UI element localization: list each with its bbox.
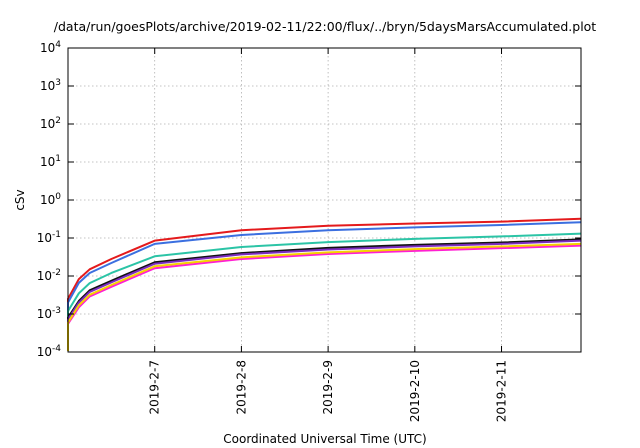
y-tick-label: 101 xyxy=(40,154,61,169)
y-tick-label: 10-4 xyxy=(37,344,62,359)
y-axis: 10-4 10-3 10-2 10-1 100 101 102 103 104 xyxy=(37,40,581,359)
x-tick-label: 2019-2-8 xyxy=(234,360,248,414)
series-line-3 xyxy=(67,232,582,351)
series-line-5 xyxy=(67,239,582,351)
y-axis-label: cSv xyxy=(13,189,27,210)
x-tick-label: 2019-2-10 xyxy=(408,360,422,422)
series-line-7 xyxy=(67,242,582,351)
y-tick-label: 10-3 xyxy=(37,306,61,321)
series-line-2 xyxy=(67,221,582,351)
y-tick-label: 10-1 xyxy=(37,230,61,245)
y-tick-label: 100 xyxy=(40,192,61,207)
y-tick-label: 104 xyxy=(40,40,61,55)
y-tick-label: 102 xyxy=(40,116,61,131)
chart-title: /data/run/goesPlots/archive/2019-02-11/2… xyxy=(54,19,597,34)
series-line-4 xyxy=(67,238,582,351)
x-axis-label: Coordinated Universal Time (UTC) xyxy=(223,432,426,446)
series-line-1 xyxy=(67,217,582,351)
series-lines xyxy=(67,217,582,351)
grid xyxy=(68,48,581,352)
x-tick-label: 2019-2-9 xyxy=(321,360,335,414)
y-tick-label: 10-2 xyxy=(37,268,61,283)
x-axis: 2019-2-7 2019-2-8 2019-2-9 2019-2-10 2019-2-… xyxy=(148,48,509,422)
series-line-6 xyxy=(67,244,582,351)
y-tick-label: 103 xyxy=(40,78,61,93)
x-tick-label: 2019-2-7 xyxy=(148,360,162,414)
x-tick-label: 2019-2-11 xyxy=(495,360,509,422)
